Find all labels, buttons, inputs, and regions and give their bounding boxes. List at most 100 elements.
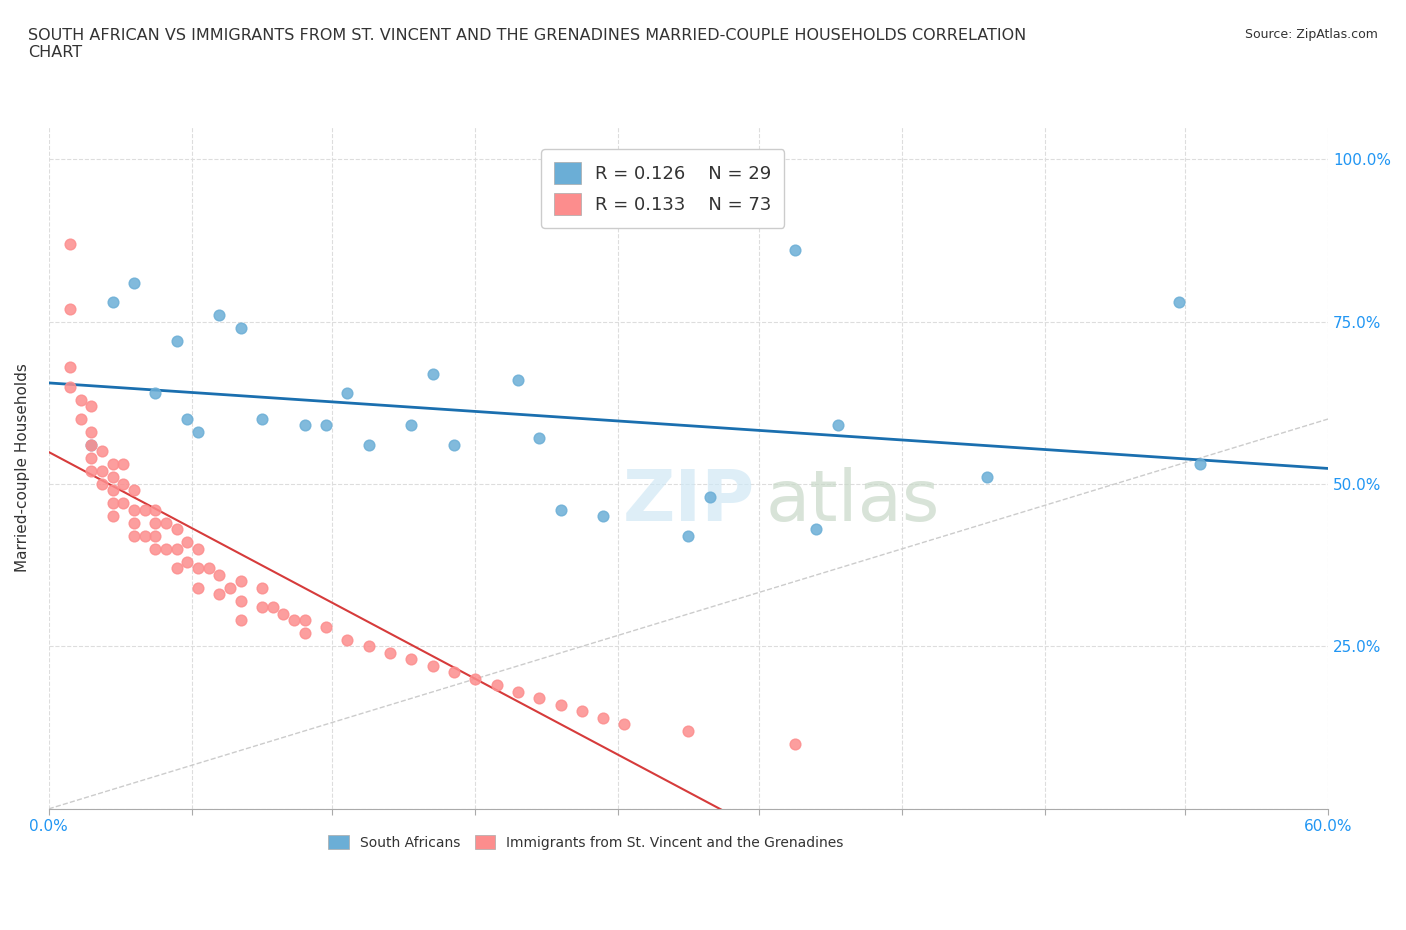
Point: [80, 425, 103, 440]
Point: [399, 418, 422, 433]
Point: [112, 496, 135, 511]
Point: [91, 476, 114, 491]
Point: [112, 476, 135, 491]
Point: [145, 502, 167, 517]
Point: [357, 639, 380, 654]
Point: [229, 321, 252, 336]
Point: [250, 412, 273, 427]
Point: [271, 606, 294, 621]
Point: [208, 308, 231, 323]
Point: [827, 418, 849, 433]
Point: [783, 243, 806, 258]
Point: [122, 502, 145, 517]
Point: [699, 489, 721, 504]
Point: [166, 541, 188, 556]
Point: [250, 580, 273, 595]
Point: [145, 541, 167, 556]
Point: [101, 496, 124, 511]
Point: [506, 684, 529, 699]
Point: [101, 457, 124, 472]
Text: atlas: atlas: [765, 468, 939, 537]
Point: [91, 444, 114, 458]
Point: [166, 561, 188, 576]
Point: [187, 541, 209, 556]
Point: [145, 386, 167, 401]
Point: [592, 509, 614, 524]
Point: [976, 470, 998, 485]
Point: [283, 613, 305, 628]
Point: [101, 483, 124, 498]
Point: [166, 334, 188, 349]
Point: [59, 236, 82, 251]
Point: [80, 437, 103, 452]
Point: [399, 652, 422, 667]
Point: [69, 412, 91, 427]
Point: [122, 483, 145, 498]
Point: [262, 600, 284, 615]
Point: [122, 275, 145, 290]
Point: [80, 463, 103, 478]
Point: [176, 535, 198, 550]
Point: [336, 386, 359, 401]
Point: [678, 528, 700, 543]
Point: [294, 613, 316, 628]
Text: ZIP: ZIP: [623, 468, 755, 537]
Point: [550, 502, 572, 517]
Point: [294, 626, 316, 641]
Point: [527, 691, 550, 706]
Point: [59, 301, 82, 316]
Point: [145, 515, 167, 530]
Point: [378, 645, 401, 660]
Point: [80, 437, 103, 452]
Point: [315, 619, 337, 634]
Point: [443, 437, 465, 452]
Point: [229, 574, 252, 589]
Point: [464, 671, 486, 686]
Text: SOUTH AFRICAN VS IMMIGRANTS FROM ST. VINCENT AND THE GRENADINES MARRIED-COUPLE H: SOUTH AFRICAN VS IMMIGRANTS FROM ST. VIN…: [28, 28, 1026, 60]
Point: [208, 587, 231, 602]
Point: [613, 717, 636, 732]
Point: [592, 711, 614, 725]
Point: [176, 412, 198, 427]
Point: [506, 373, 529, 388]
Point: [485, 678, 508, 693]
Point: [187, 580, 209, 595]
Point: [783, 737, 806, 751]
Point: [294, 418, 316, 433]
Point: [80, 399, 103, 414]
Legend: South Africans, Immigrants from St. Vincent and the Grenadines: South Africans, Immigrants from St. Vinc…: [322, 828, 851, 857]
Point: [80, 450, 103, 465]
Point: [806, 522, 828, 537]
Point: [443, 665, 465, 680]
Point: [197, 561, 219, 576]
Point: [101, 509, 124, 524]
Point: [101, 470, 124, 485]
Point: [336, 632, 359, 647]
Point: [187, 425, 209, 440]
Point: [122, 515, 145, 530]
Point: [229, 613, 252, 628]
Point: [176, 554, 198, 569]
Point: [59, 379, 82, 394]
Point: [422, 658, 444, 673]
Point: [122, 528, 145, 543]
Point: [678, 724, 700, 738]
Point: [229, 593, 252, 608]
Point: [145, 528, 167, 543]
Point: [112, 457, 135, 472]
Point: [1167, 295, 1189, 310]
Point: [357, 437, 380, 452]
Point: [422, 366, 444, 381]
Point: [550, 698, 572, 712]
Point: [187, 561, 209, 576]
Text: Source: ZipAtlas.com: Source: ZipAtlas.com: [1244, 28, 1378, 41]
Point: [59, 360, 82, 375]
Point: [571, 704, 593, 719]
Point: [134, 528, 156, 543]
Point: [155, 515, 177, 530]
Point: [315, 418, 337, 433]
Point: [101, 295, 124, 310]
Point: [69, 392, 91, 407]
Point: [527, 431, 550, 445]
Point: [91, 463, 114, 478]
